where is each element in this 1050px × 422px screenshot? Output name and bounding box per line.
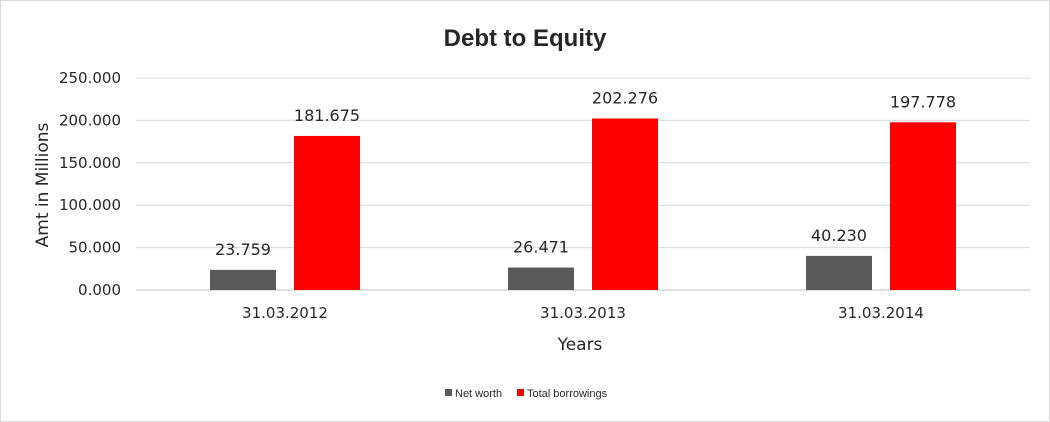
bar-net-worth bbox=[508, 267, 574, 290]
y-tick-label: 0.000 bbox=[78, 281, 121, 299]
y-tick-label: 100.000 bbox=[59, 196, 121, 214]
x-axis-label: Years bbox=[557, 335, 603, 355]
bar-net-worth bbox=[806, 255, 872, 290]
bar-total-borrowings bbox=[294, 135, 360, 290]
data-label: 202.276 bbox=[592, 88, 658, 107]
data-label: 181.675 bbox=[294, 106, 360, 125]
y-axis-ticks: 0.000 50.000 100.000 150.000 200.000 250.000 bbox=[59, 69, 121, 299]
bar-total-borrowings bbox=[592, 118, 658, 290]
y-axis-label: Amt in Millions bbox=[33, 122, 53, 247]
legend-swatch bbox=[445, 389, 452, 396]
bar-net-worth bbox=[210, 269, 276, 290]
x-tick-label: 31.03.2013 bbox=[540, 304, 626, 322]
data-label: 40.230 bbox=[811, 226, 867, 245]
x-axis-ticks: 31.03.2012 31.03.2013 31.03.2014 bbox=[242, 304, 924, 322]
y-tick-label: 250.000 bbox=[59, 69, 121, 87]
gridlines bbox=[136, 77, 1030, 291]
data-label: 23.759 bbox=[215, 240, 271, 259]
y-tick-label: 150.000 bbox=[59, 154, 121, 172]
chart-title: Debt to Equity bbox=[444, 25, 607, 52]
y-tick-label: 200.000 bbox=[59, 111, 121, 129]
data-labels: 23.759 181.675 26.471 202.276 40.230 197.778 bbox=[215, 88, 956, 258]
x-tick-label: 31.03.2014 bbox=[838, 304, 924, 322]
y-tick-label: 50.000 bbox=[69, 239, 122, 257]
legend-entry: Total borrowings bbox=[527, 388, 608, 400]
x-tick-label: 31.03.2012 bbox=[242, 304, 328, 322]
data-label: 26.471 bbox=[513, 238, 569, 257]
legend: Net worth Total borrowings bbox=[445, 388, 608, 400]
legend-swatch bbox=[517, 389, 524, 396]
bars bbox=[210, 118, 956, 290]
legend-entry: Net worth bbox=[455, 388, 502, 400]
data-label: 197.778 bbox=[890, 92, 956, 111]
bar-total-borrowings bbox=[890, 122, 956, 290]
